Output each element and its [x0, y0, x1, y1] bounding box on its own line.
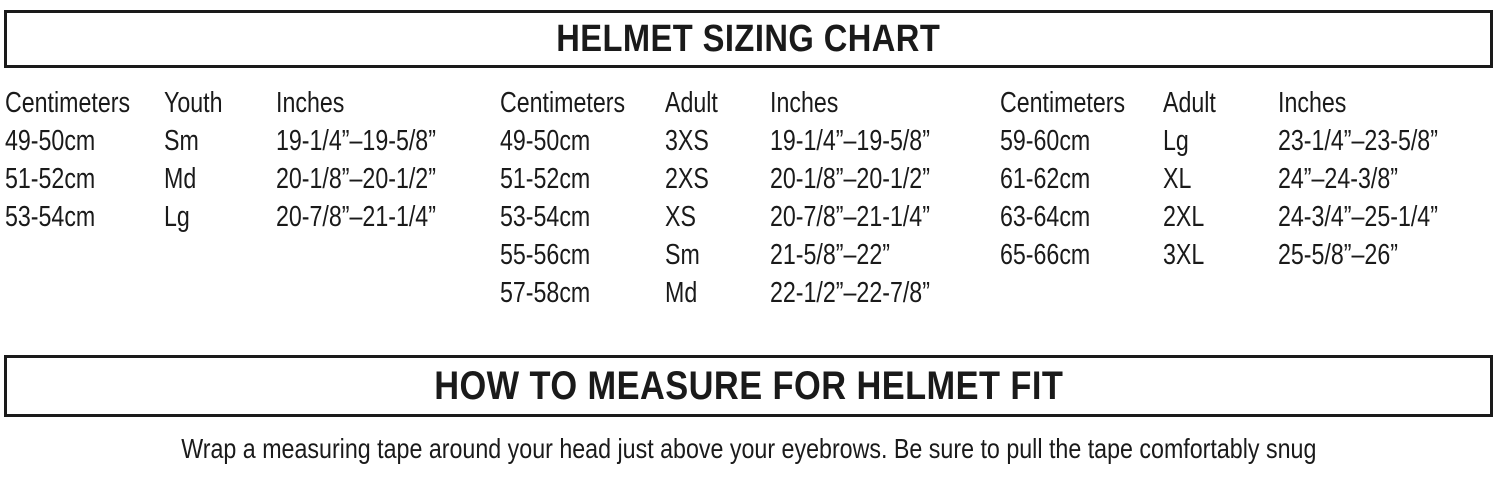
table-row: 51-52cm Md 20-1/8”–20-1/2” [5, 160, 485, 198]
table-row: 65-66cm 3XL 25-5/8”–26” [1000, 236, 1490, 274]
column-header-inches: Inches [770, 87, 839, 119]
cell-inches: 24”–24-3/8” [1278, 163, 1398, 195]
cell-inches: 22-1/2”–22-7/8” [770, 277, 930, 309]
column-header-inches: Inches [1278, 87, 1347, 119]
cell-inches: 20-1/8”–20-1/2” [770, 163, 930, 195]
cell-size: 2XS [665, 163, 709, 195]
cell-centimeters: 49-50cm [5, 125, 96, 157]
cell-centimeters: 53-54cm [5, 201, 96, 233]
table-row: 61-62cm XL 24”–24-3/8” [1000, 160, 1490, 198]
table-row: 55-56cm Sm 21-5/8”–22” [500, 236, 985, 274]
cell-inches: 20-7/8”–21-1/4” [770, 201, 930, 233]
column-header-inches: Inches [275, 87, 345, 119]
table-row: 63-64cm 2XL 24-3/4”–25-1/4” [1000, 198, 1490, 236]
sizing-tables-container: Centimeters Youth Inches 49-50cm Sm 19-1… [0, 84, 1498, 324]
cell-size: 3XL [1163, 239, 1205, 271]
cell-size: XL [1163, 163, 1192, 195]
table-row: 49-50cm 3XS 19-1/4”–19-5/8” [500, 122, 985, 160]
cell-centimeters: 51-52cm [500, 163, 591, 195]
table-header-row: Centimeters Adult Inches [500, 84, 985, 122]
cell-centimeters: 61-62cm [1000, 163, 1091, 195]
sizing-table-youth: Centimeters Youth Inches 49-50cm Sm 19-1… [5, 84, 485, 236]
table-row: 53-54cm Lg 20-7/8”–21-1/4” [5, 198, 485, 236]
table-row: 53-54cm XS 20-7/8”–21-1/4” [500, 198, 985, 236]
table-header-row: Centimeters Adult Inches [1000, 84, 1490, 122]
cell-centimeters: 63-64cm [1000, 201, 1091, 233]
column-header-centimeters: Centimeters [5, 87, 131, 119]
table-row: 51-52cm 2XS 20-1/8”–20-1/2” [500, 160, 985, 198]
cell-size: 3XS [665, 125, 709, 157]
table-row: 59-60cm Lg 23-1/4”–23-5/8” [1000, 122, 1490, 160]
cell-size: Md [665, 277, 698, 309]
cell-size: Sm [164, 125, 200, 157]
column-header-size: Adult [665, 87, 718, 119]
measure-instructions-text: Wrap a measuring tape around your head j… [181, 433, 1317, 464]
column-header-centimeters: Centimeters [1000, 87, 1126, 119]
cell-inches: 25-5/8”–26” [1278, 239, 1398, 271]
cell-centimeters: 53-54cm [500, 201, 591, 233]
table-header-row: Centimeters Youth Inches [5, 84, 485, 122]
cell-inches: 23-1/4”–23-5/8” [1278, 125, 1438, 157]
page-title: HELMET SIZING CHART [556, 18, 941, 60]
sizing-table-adult-small: Centimeters Adult Inches 49-50cm 3XS 19-… [500, 84, 985, 312]
cell-size: 2XL [1163, 201, 1205, 233]
measure-title: HOW TO MEASURE FOR HELMET FIT [433, 364, 1064, 408]
cell-size: Md [164, 163, 197, 195]
measure-instructions: Wrap a measuring tape around your head j… [0, 433, 1498, 465]
cell-centimeters: 55-56cm [500, 239, 591, 271]
column-header-size: Adult [1163, 87, 1216, 119]
cell-size: Lg [1163, 125, 1189, 157]
helmet-sizing-chart-banner: HELMET SIZING CHART [4, 10, 1493, 68]
cell-size: XS [665, 201, 696, 233]
cell-centimeters: 65-66cm [1000, 239, 1091, 271]
cell-inches: 24-3/4”–25-1/4” [1278, 201, 1438, 233]
table-row: 49-50cm Sm 19-1/4”–19-5/8” [5, 122, 485, 160]
cell-size: Sm [665, 239, 700, 271]
cell-size: Lg [164, 201, 191, 233]
column-header-size: Youth [164, 87, 223, 119]
column-header-centimeters: Centimeters [500, 87, 626, 119]
cell-inches: 19-1/4”–19-5/8” [770, 125, 930, 157]
how-to-measure-banner: HOW TO MEASURE FOR HELMET FIT [4, 355, 1493, 417]
sizing-table-adult-large: Centimeters Adult Inches 59-60cm Lg 23-1… [1000, 84, 1490, 274]
cell-centimeters: 59-60cm [1000, 125, 1091, 157]
cell-inches: 19-1/4”–19-5/8” [275, 125, 436, 157]
cell-centimeters: 57-58cm [500, 277, 591, 309]
table-row: 57-58cm Md 22-1/2”–22-7/8” [500, 274, 985, 312]
cell-inches: 21-5/8”–22” [770, 239, 890, 271]
cell-inches: 20-7/8”–21-1/4” [275, 201, 436, 233]
cell-inches: 20-1/8”–20-1/2” [275, 163, 436, 195]
cell-centimeters: 51-52cm [5, 163, 96, 195]
cell-centimeters: 49-50cm [500, 125, 591, 157]
